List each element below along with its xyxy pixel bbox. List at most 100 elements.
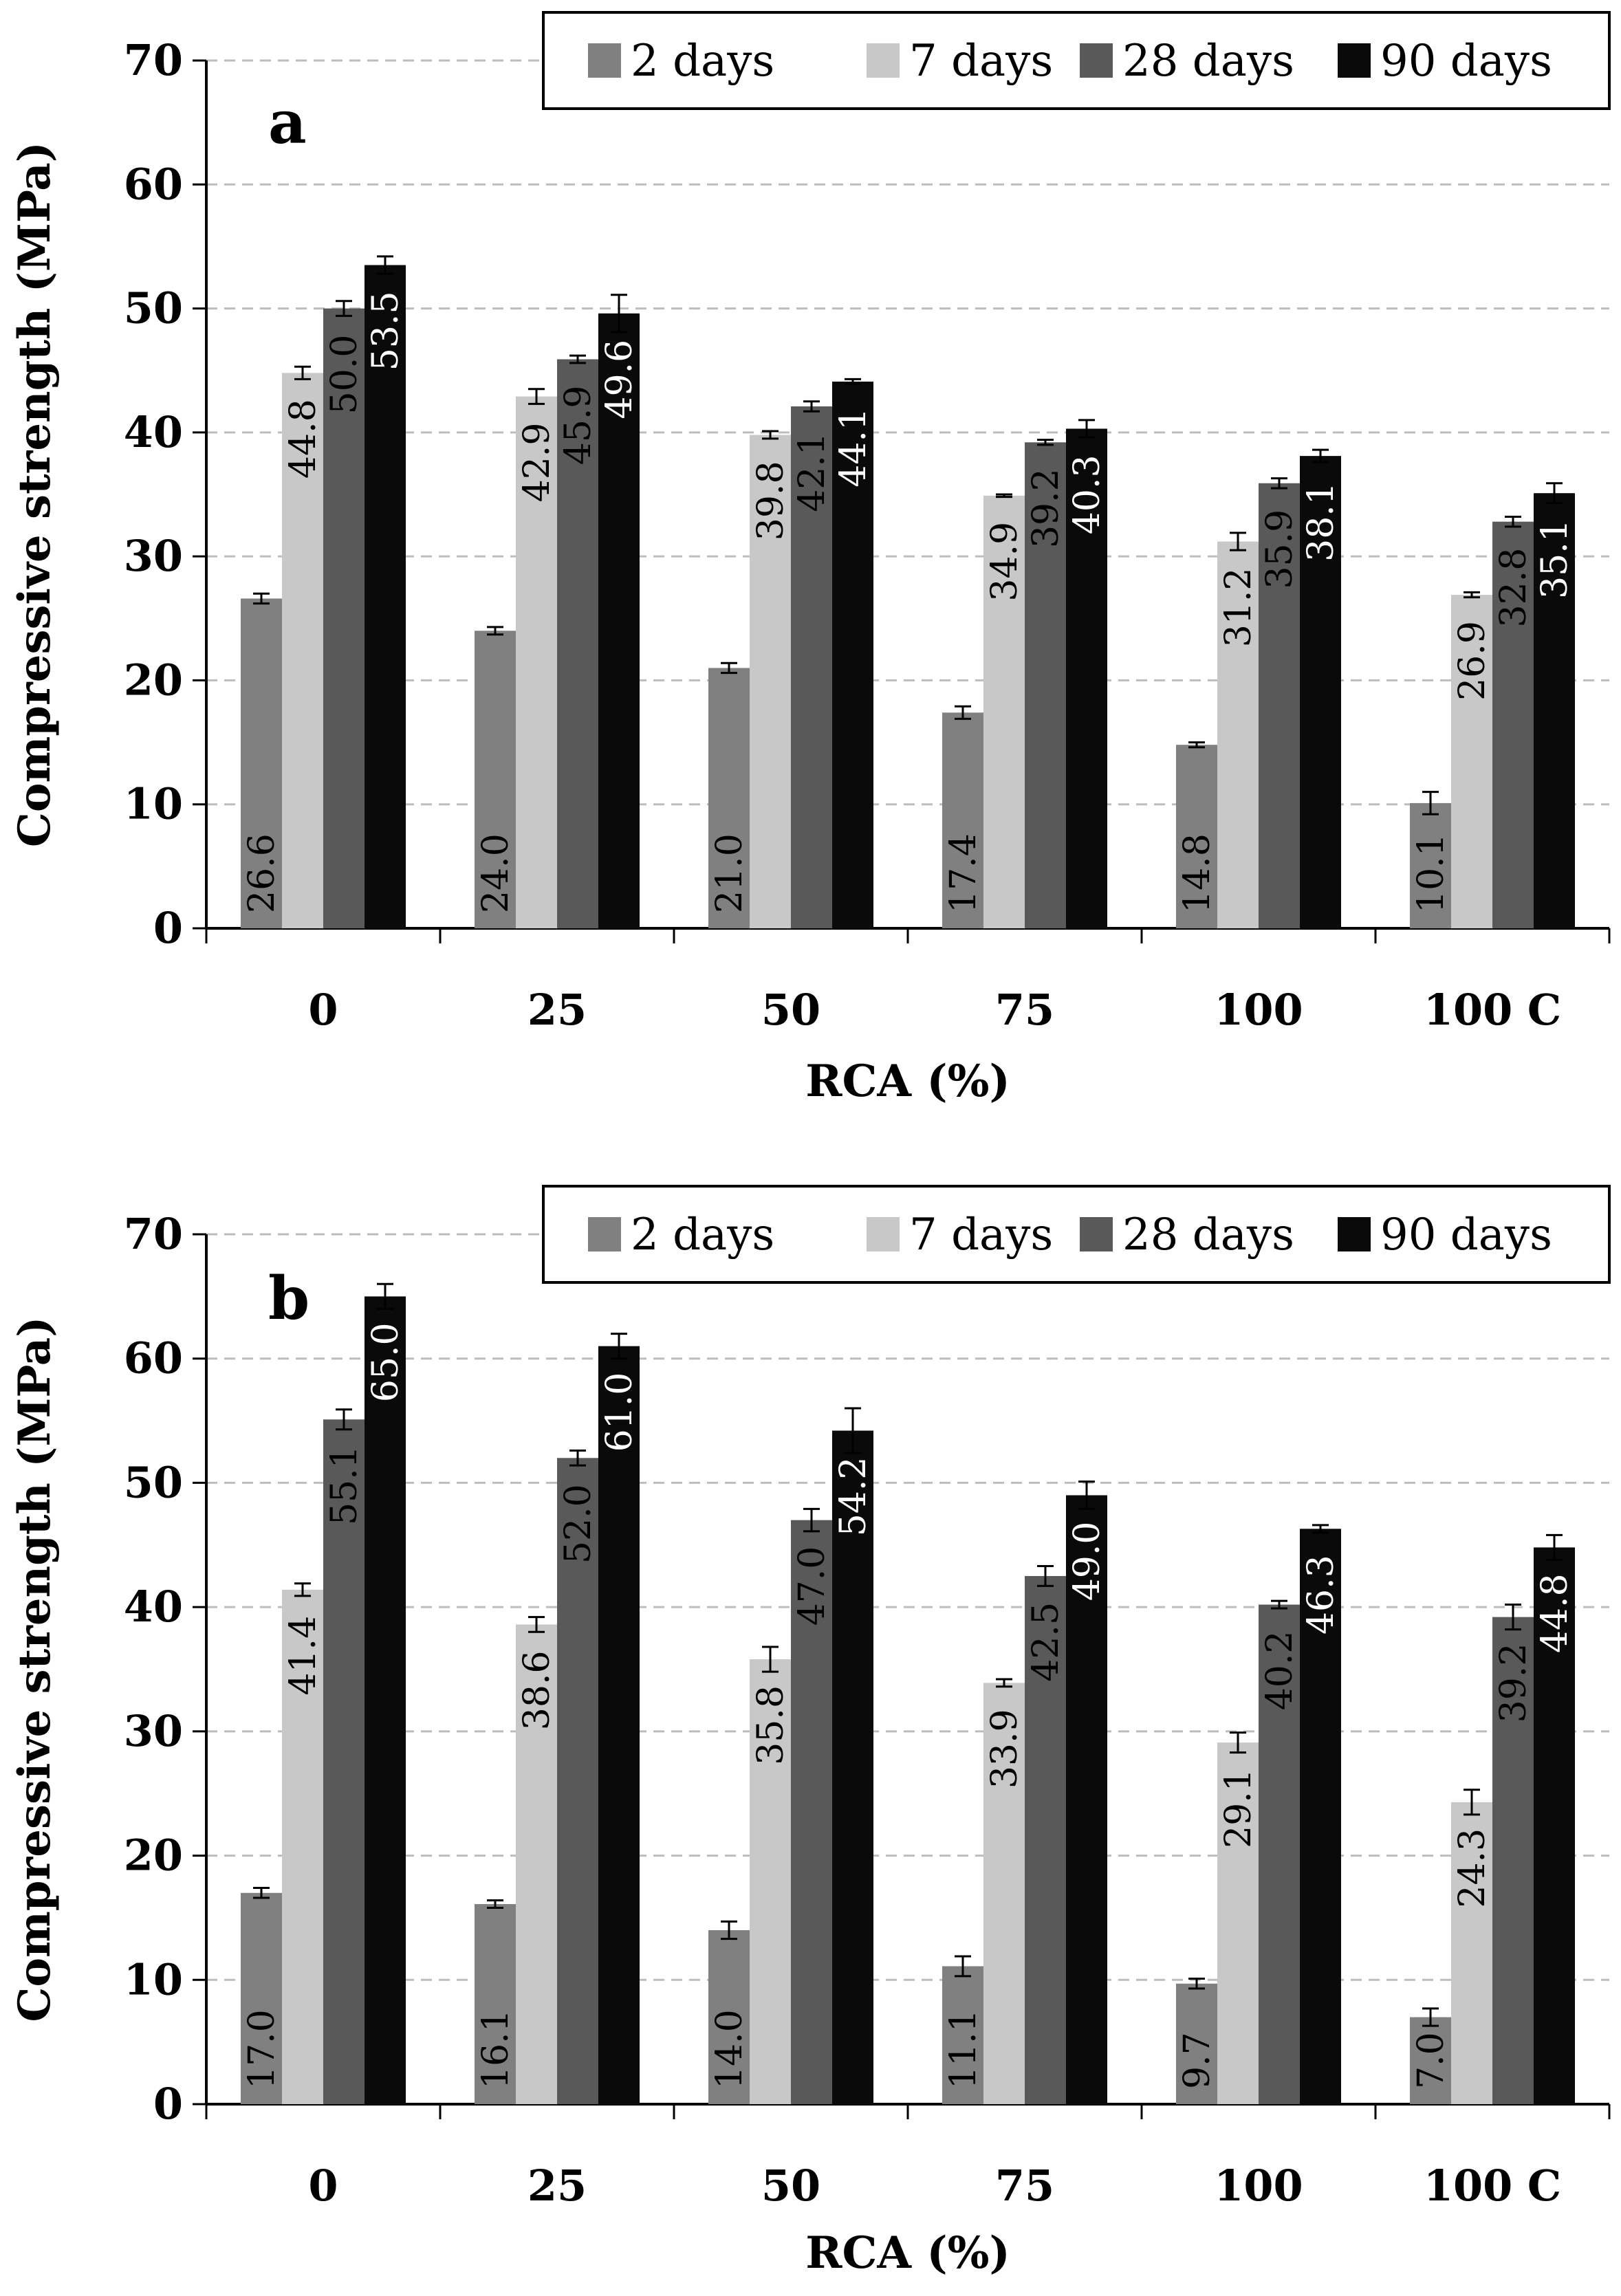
bar-28-days-0: [323, 308, 365, 929]
bar-90-days-50: [832, 1430, 873, 2104]
legend-swatch-2-days: [588, 1217, 621, 1251]
x-tick-label-75: 75: [995, 985, 1054, 1035]
legend-swatch-28-days: [1080, 43, 1113, 78]
data-label-7-days-25: 42.9: [516, 423, 558, 503]
bar-90-days-75: [1066, 1495, 1107, 2104]
legend-label-7-days: 7 days: [909, 1210, 1053, 1260]
bar-28-days-100-c: [1492, 1617, 1534, 2104]
data-label-7-days-75: 34.9: [984, 522, 1025, 602]
panel-label: a: [268, 88, 307, 157]
bar-90-days-100-c: [1534, 493, 1575, 928]
data-label-28-days-100-c: 32.8: [1493, 548, 1534, 628]
y-tick-label-20: 20: [124, 1830, 183, 1881]
data-label-7-days-100-c: 26.9: [1452, 621, 1493, 701]
x-tick-label-50: 50: [761, 2161, 820, 2211]
bar-90-days-0: [365, 1296, 406, 2104]
x-axis-title: RCA (%): [805, 2227, 1010, 2279]
bar-28-days-75: [1025, 1575, 1066, 2104]
y-tick-label-60: 60: [124, 1333, 183, 1384]
data-label-90-days-0: 65.0: [365, 1322, 406, 1402]
data-label-28-days-100: 40.2: [1259, 1631, 1301, 1711]
data-label-90-days-75: 40.3: [1067, 455, 1108, 534]
chart-panel-b: 0 10 20 30 40 50 60 70 0 25 50 75 100 100 C 17.0 41.4 55…: [9, 1185, 1611, 2279]
legend: 2 days 7 days 28 days 90 days: [542, 1185, 1611, 1284]
bar-28-days-100-c: [1492, 521, 1534, 928]
data-label-28-days-0: 50.0: [324, 335, 365, 415]
data-label-28-days-100: 35.9: [1259, 510, 1301, 589]
data-label-2-days-75: 11.1: [943, 2009, 984, 2089]
bar-28-days-100: [1259, 483, 1300, 928]
data-label-28-days-100-c: 39.2: [1493, 1643, 1534, 1723]
legend-label-90-days: 90 days: [1380, 36, 1552, 87]
x-tick-label-0: 0: [308, 2161, 338, 2211]
legend-swatch-2-days: [588, 43, 621, 78]
x-tick-label-100: 100: [1214, 2161, 1303, 2211]
data-label-90-days-75: 49.0: [1067, 1522, 1108, 1601]
bar-2-days-0: [241, 598, 282, 928]
data-label-90-days-25: 49.6: [599, 340, 640, 419]
y-tick-label-50: 50: [124, 1457, 183, 1507]
legend-swatch-7-days: [867, 43, 900, 78]
y-tick-label-40: 40: [124, 407, 183, 457]
data-label-28-days-50: 47.0: [792, 1546, 833, 1626]
legend-swatch-7-days: [867, 1217, 900, 1251]
data-label-7-days-0: 44.8: [283, 399, 324, 479]
bar-7-days-100: [1217, 1742, 1259, 2104]
legend-swatch-90-days: [1338, 43, 1371, 78]
bar-7-days-50: [750, 1659, 791, 2104]
y-tick-label-70: 70: [124, 1209, 183, 1259]
bar-2-days-75: [942, 712, 983, 928]
y-tick-label-30: 30: [124, 531, 183, 581]
legend-label-2-days: 2 days: [631, 36, 774, 87]
legend: 2 days 7 days 28 days 90 days: [542, 11, 1611, 110]
data-label-2-days-25: 24.0: [475, 833, 516, 913]
data-label-90-days-50: 54.2: [833, 1457, 874, 1537]
data-label-28-days-50: 42.1: [792, 433, 833, 512]
y-tick-label-0: 0: [153, 2079, 183, 2129]
legend-swatch-90-days: [1338, 1217, 1371, 1251]
bar-2-days-50: [708, 668, 750, 928]
bar-7-days-100-c: [1451, 1802, 1492, 2104]
bar-2-days-100: [1176, 745, 1217, 928]
bar-90-days-100-c: [1534, 1547, 1575, 2104]
data-label-7-days-0: 41.4: [283, 1616, 324, 1696]
x-axis-title: RCA (%): [805, 1056, 1010, 1107]
x-tick-label-50: 50: [761, 985, 820, 1035]
data-label-90-days-25: 61.0: [599, 1373, 640, 1452]
data-label-2-days-25: 16.1: [475, 2009, 516, 2089]
bar-2-days-75: [942, 1966, 983, 2104]
y-tick-label-10: 10: [124, 779, 183, 829]
y-axis-title: Compressive strength (MPa): [9, 142, 61, 847]
legend-label-28-days: 28 days: [1122, 36, 1294, 87]
bar-2-days-100-c: [1410, 2017, 1451, 2104]
bar-90-days-50: [832, 381, 873, 928]
y-tick-label-0: 0: [153, 903, 183, 953]
data-label-2-days-0: 17.0: [241, 2009, 283, 2089]
data-label-28-days-75: 39.2: [1025, 468, 1067, 548]
data-label-2-days-100: 9.7: [1177, 2032, 1218, 2089]
data-label-2-days-0: 26.6: [241, 833, 283, 913]
bar-7-days-0: [282, 1589, 323, 2104]
data-label-2-days-100-c: 7.0: [1411, 2032, 1452, 2089]
bar-90-days-100: [1300, 1529, 1341, 2104]
y-tick-label-10: 10: [124, 1954, 183, 2004]
legend-label-7-days: 7 days: [909, 36, 1053, 87]
bar-2-days-25: [475, 631, 516, 928]
data-label-2-days-50: 14.0: [709, 2009, 750, 2089]
data-label-90-days-100: 38.1: [1301, 482, 1342, 562]
x-tick-label-75: 75: [995, 2161, 1054, 2211]
x-tick-label-100-c: 100 C: [1424, 2161, 1561, 2211]
data-label-7-days-100: 29.1: [1218, 1769, 1259, 1848]
bar-7-days-25: [516, 396, 557, 928]
bar-2-days-25: [475, 1904, 516, 2104]
bar-28-days-100: [1259, 1604, 1300, 2104]
data-label-7-days-50: 35.8: [750, 1685, 792, 1765]
x-tick-label-100-c: 100 C: [1424, 985, 1561, 1035]
data-label-2-days-100: 14.8: [1177, 833, 1218, 913]
bar-28-days-75: [1025, 442, 1066, 928]
data-label-28-days-25: 52.0: [558, 1484, 599, 1564]
bar-28-days-50: [791, 406, 832, 928]
data-label-28-days-25: 45.9: [558, 385, 599, 465]
bar-7-days-75: [983, 1683, 1025, 2104]
x-tick-label-25: 25: [527, 985, 587, 1035]
